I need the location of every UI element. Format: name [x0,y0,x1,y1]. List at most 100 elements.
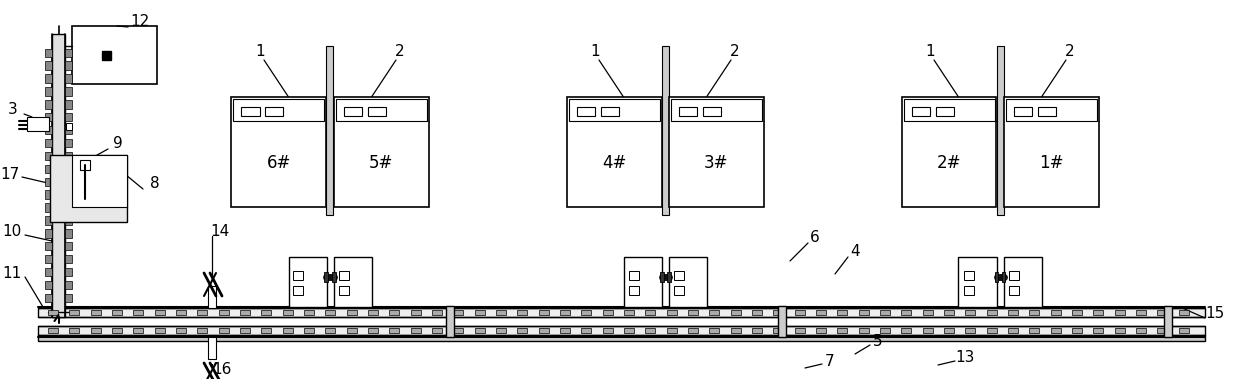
Bar [197,310,207,315]
Bar [331,272,336,282]
Bar [1094,310,1104,315]
Bar [64,255,72,263]
Bar [45,203,52,212]
Text: 5: 5 [873,334,883,349]
Text: 14: 14 [211,224,229,238]
Bar [901,328,911,333]
Bar [325,310,335,315]
Bar [1008,328,1018,333]
Bar [45,177,52,186]
Bar [45,61,52,70]
Bar [858,310,869,315]
Bar [64,113,72,121]
Bar [994,272,998,282]
Text: 2: 2 [396,44,404,60]
Bar [935,107,954,116]
Bar [233,99,325,121]
Bar [987,328,997,333]
Bar [410,310,420,315]
Bar [880,310,890,315]
Bar [603,310,613,315]
Bar [582,310,591,315]
Bar [48,310,58,315]
Bar [48,328,58,333]
Bar [176,328,186,333]
Bar [730,310,740,315]
Bar [673,271,683,279]
Text: 8: 8 [150,177,160,191]
Text: 2: 2 [1065,44,1075,60]
Text: 1: 1 [590,44,600,60]
Bar [645,328,655,333]
Bar [568,99,660,121]
Bar [289,257,326,307]
Bar [69,328,79,333]
Bar [661,46,668,215]
Bar [965,310,976,315]
Bar [339,271,348,279]
Bar [389,310,399,315]
Bar [1157,328,1167,333]
Bar [45,216,52,225]
Bar [45,294,52,302]
Bar [343,107,362,116]
Bar [265,107,284,116]
Bar [600,107,619,116]
Bar [64,49,72,57]
Bar [1006,99,1096,121]
Bar [730,328,740,333]
Bar [1094,328,1104,333]
Bar [294,271,304,279]
Bar [232,97,326,207]
Bar [64,281,72,289]
Text: 2#: 2# [936,154,961,172]
Bar [774,328,784,333]
Bar [325,272,329,282]
Bar [1029,310,1039,315]
Text: 11: 11 [2,266,21,282]
Bar [45,139,52,147]
Bar [795,328,805,333]
Bar [1136,310,1146,315]
Bar [963,271,973,279]
Bar [64,61,72,70]
Text: 10: 10 [2,224,21,238]
Bar [1115,310,1125,315]
Bar [64,164,72,173]
Bar [45,152,52,160]
Bar [777,306,786,337]
Bar [1073,310,1083,315]
Bar [751,328,763,333]
Bar [283,328,293,333]
Bar [64,152,72,160]
Bar [709,328,719,333]
Bar [326,46,334,215]
Bar [38,335,1205,341]
Bar [1003,97,1099,207]
Bar [1038,107,1055,116]
Text: 9: 9 [113,136,123,152]
Bar [134,310,144,315]
Bar [911,107,930,116]
Bar [688,328,698,333]
Bar [1157,310,1167,315]
Bar [45,164,52,173]
Bar [751,310,763,315]
Bar [134,328,144,333]
Text: 4#: 4# [601,154,626,172]
Bar [262,328,272,333]
Bar [1008,310,1018,315]
Text: 16: 16 [212,362,232,376]
Bar [45,49,52,57]
Bar [560,328,570,333]
Bar [454,328,464,333]
Bar [837,310,847,315]
Bar [673,285,683,294]
Bar [904,99,994,121]
Bar [1008,285,1018,294]
Bar [64,203,72,212]
Bar [795,310,805,315]
Bar [1002,272,1006,282]
Bar [208,337,216,359]
Bar [432,328,441,333]
